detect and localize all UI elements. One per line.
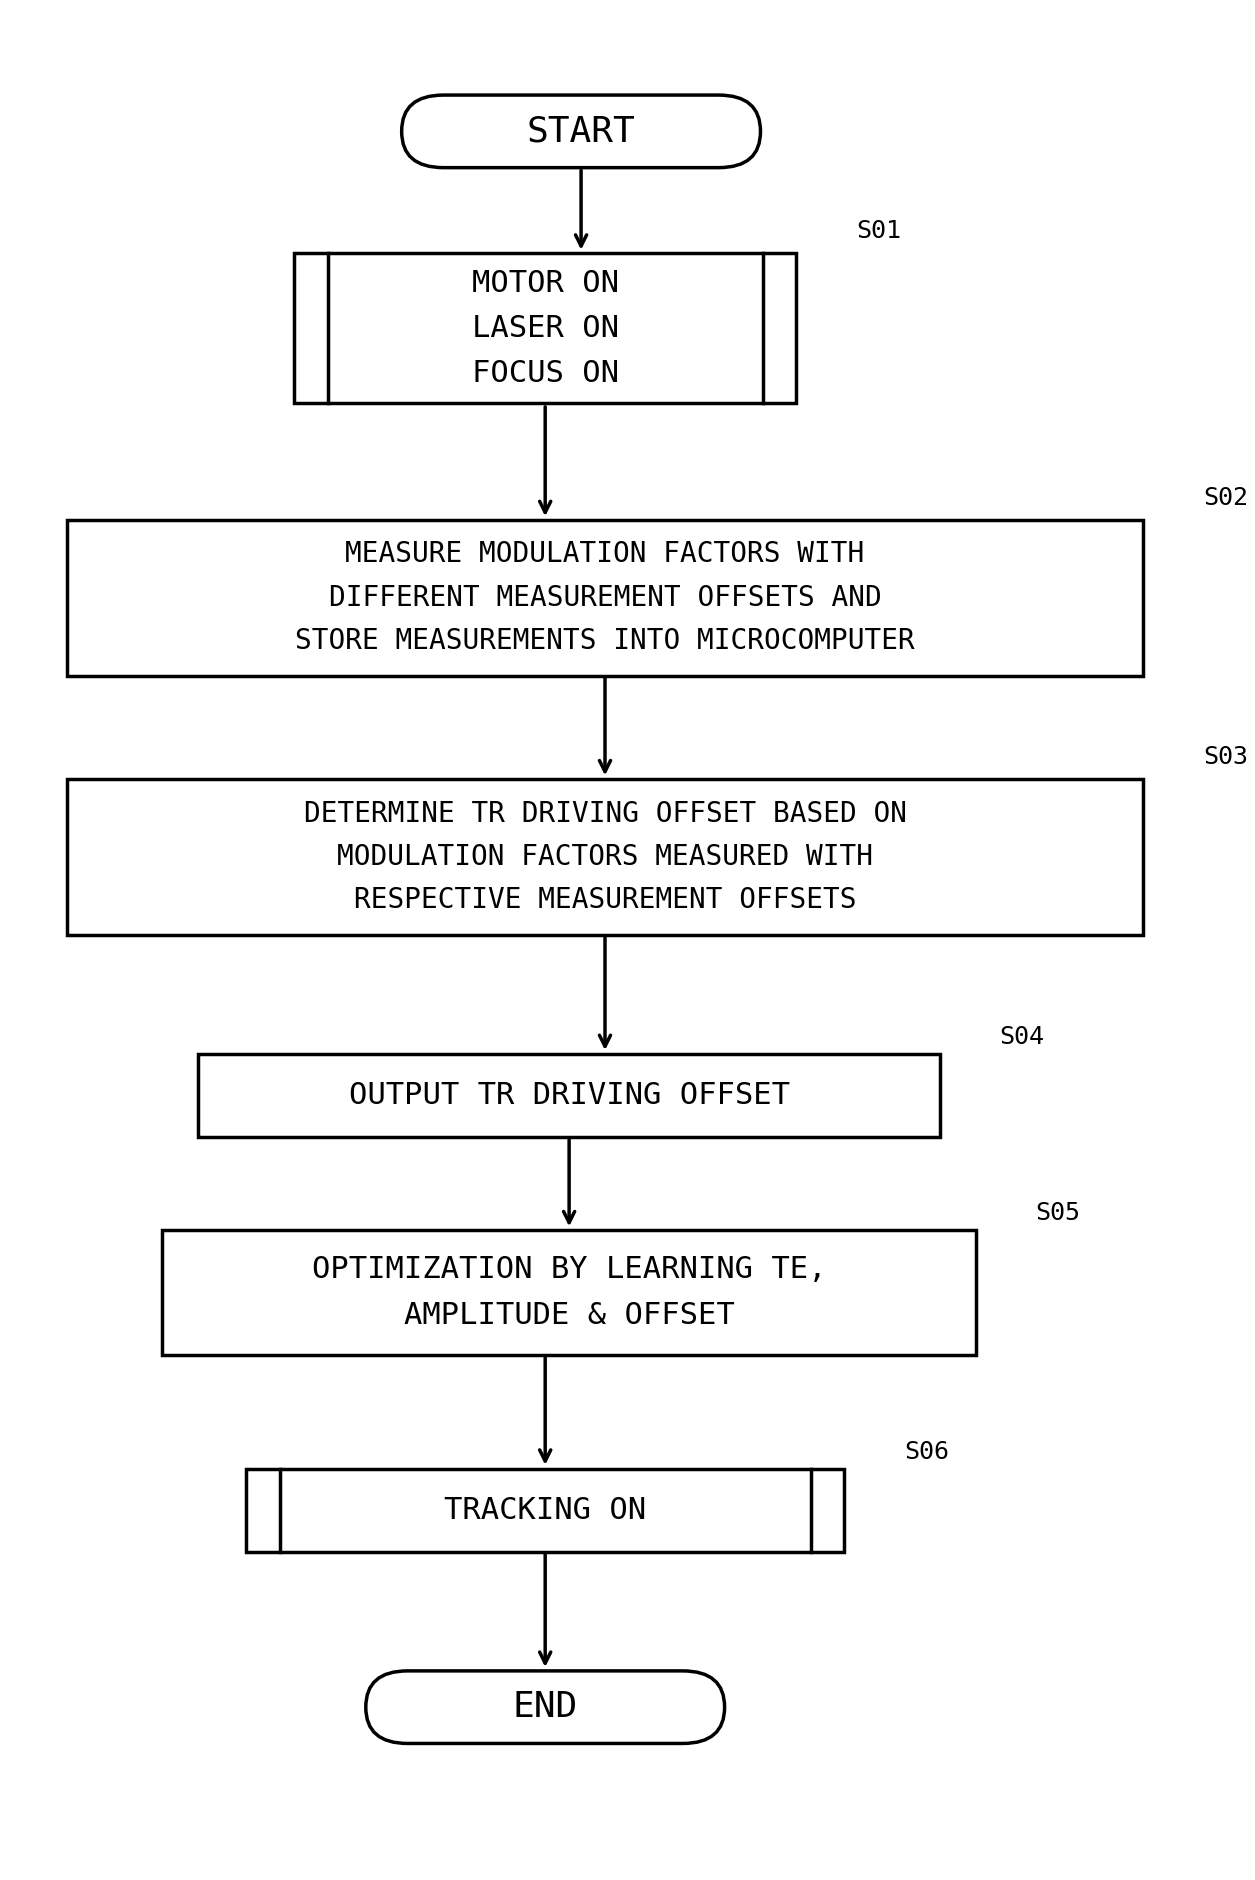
Text: MEASURE MODULATION FACTORS WITH
DIFFERENT MEASUREMENT OFFSETS AND
STORE MEASUREM: MEASURE MODULATION FACTORS WITH DIFFEREN…	[295, 540, 915, 656]
Bar	[294, 254, 797, 404]
Text: DETERMINE TR DRIVING OFFSET BASED ON
MODULATION FACTORS MEASURED WITH
RESPECTIVE: DETERMINE TR DRIVING OFFSET BASED ON MOD…	[304, 799, 906, 914]
Text: S02: S02	[1204, 485, 1247, 509]
Bar	[246, 1468, 845, 1551]
Text: END: END	[512, 1690, 577, 1724]
Bar	[162, 1230, 976, 1355]
Text: OPTIMIZATION BY LEARNING TE,
AMPLITUDE & OFFSET: OPTIMIZATION BY LEARNING TE, AMPLITUDE &…	[311, 1256, 826, 1329]
Text: S06: S06	[904, 1440, 949, 1463]
Text: OUTPUT TR DRIVING OFFSET: OUTPUT TR DRIVING OFFSET	[349, 1081, 789, 1109]
FancyBboxPatch shape	[402, 96, 761, 167]
Text: TRACKING ON: TRACKING ON	[444, 1496, 646, 1525]
FancyBboxPatch shape	[365, 1671, 724, 1743]
Bar	[67, 780, 1143, 934]
Text: MOTOR ON
LASER ON
FOCUS ON: MOTOR ON LASER ON FOCUS ON	[472, 269, 619, 387]
Text: START: START	[527, 115, 635, 149]
Bar	[198, 1055, 940, 1137]
Text: S04: S04	[1000, 1025, 1044, 1049]
Text: S05: S05	[1035, 1201, 1081, 1226]
Text: S01: S01	[856, 218, 901, 243]
Bar	[67, 521, 1143, 675]
Text: S03: S03	[1204, 744, 1247, 769]
